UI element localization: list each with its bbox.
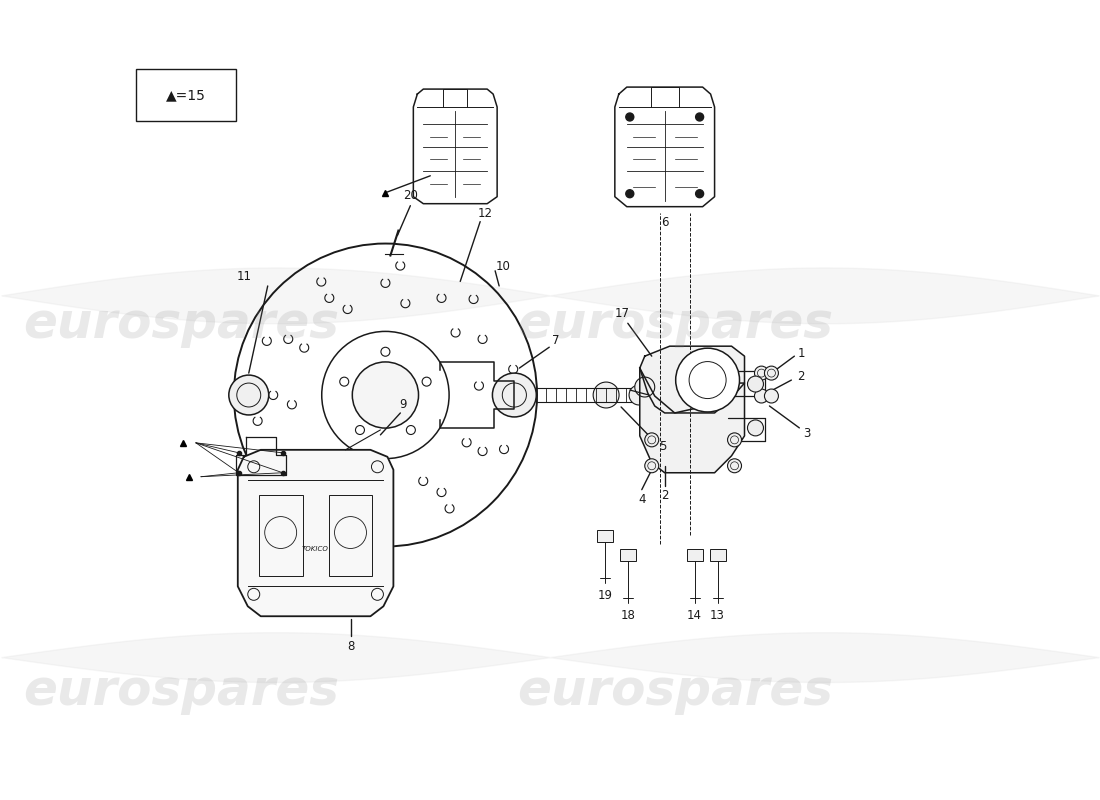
Text: eurospares: eurospares xyxy=(23,667,339,715)
Text: eurospares: eurospares xyxy=(23,300,339,348)
Circle shape xyxy=(755,366,769,380)
Circle shape xyxy=(727,433,741,447)
Text: 11: 11 xyxy=(236,270,251,283)
Circle shape xyxy=(727,458,741,473)
Text: 8: 8 xyxy=(346,640,354,653)
Bar xyxy=(686,550,703,562)
Polygon shape xyxy=(238,450,394,616)
Circle shape xyxy=(645,433,659,447)
Bar xyxy=(619,550,636,562)
Circle shape xyxy=(695,113,704,121)
Circle shape xyxy=(645,458,659,473)
Text: eurospares: eurospares xyxy=(517,300,833,348)
Circle shape xyxy=(493,373,537,417)
Text: ▲=15: ▲=15 xyxy=(166,88,206,102)
Text: 5: 5 xyxy=(659,440,667,454)
Text: 18: 18 xyxy=(620,609,635,622)
Text: 2: 2 xyxy=(798,370,805,382)
Circle shape xyxy=(352,362,418,428)
Text: 10: 10 xyxy=(496,260,510,273)
Text: 13: 13 xyxy=(711,609,725,622)
Text: 7: 7 xyxy=(552,334,560,346)
Circle shape xyxy=(764,366,779,380)
Text: TOKICO: TOKICO xyxy=(302,546,329,553)
Bar xyxy=(136,69,235,121)
Bar xyxy=(710,550,726,562)
Circle shape xyxy=(748,376,763,392)
Circle shape xyxy=(675,348,739,412)
Text: 14: 14 xyxy=(688,609,702,622)
Text: 9: 9 xyxy=(399,398,407,411)
Bar xyxy=(258,494,303,576)
Text: 20: 20 xyxy=(403,190,418,202)
Bar xyxy=(329,494,373,576)
Text: 3: 3 xyxy=(804,427,811,440)
Text: 2: 2 xyxy=(661,489,669,502)
Circle shape xyxy=(626,113,634,121)
Text: 12: 12 xyxy=(477,207,493,220)
Circle shape xyxy=(635,377,654,397)
Circle shape xyxy=(593,382,619,408)
Text: 19: 19 xyxy=(597,589,613,602)
Circle shape xyxy=(764,389,779,403)
Bar xyxy=(597,530,613,542)
Circle shape xyxy=(695,190,704,198)
Text: 1: 1 xyxy=(798,346,805,360)
Polygon shape xyxy=(640,368,745,473)
Circle shape xyxy=(229,375,268,415)
Circle shape xyxy=(626,190,634,198)
Circle shape xyxy=(748,420,763,436)
Text: 17: 17 xyxy=(614,307,629,320)
Text: 6: 6 xyxy=(661,216,669,229)
Text: 4: 4 xyxy=(638,493,646,506)
Text: eurospares: eurospares xyxy=(517,667,833,715)
Polygon shape xyxy=(640,346,745,413)
Circle shape xyxy=(755,389,769,403)
Circle shape xyxy=(629,385,649,405)
